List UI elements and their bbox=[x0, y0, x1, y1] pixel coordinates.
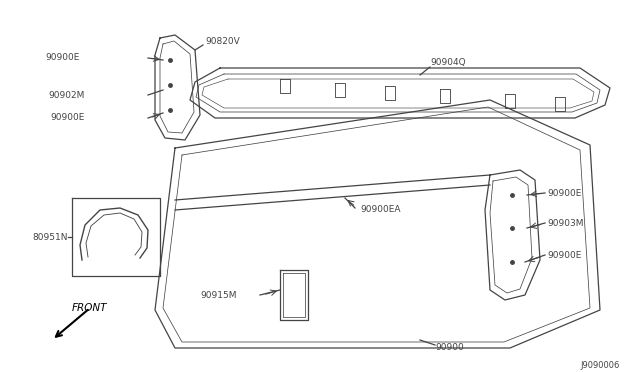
Text: 90902M: 90902M bbox=[49, 90, 85, 99]
Text: 90904Q: 90904Q bbox=[430, 58, 466, 67]
Text: 90900E: 90900E bbox=[45, 54, 80, 62]
Text: 90900EA: 90900EA bbox=[360, 205, 401, 215]
Text: 90915M: 90915M bbox=[200, 291, 237, 299]
Text: J9090006: J9090006 bbox=[580, 360, 620, 369]
Text: 90900E: 90900E bbox=[547, 250, 581, 260]
Text: 90900E: 90900E bbox=[547, 189, 581, 198]
Text: 90900: 90900 bbox=[435, 343, 464, 353]
Text: 90900E: 90900E bbox=[51, 113, 85, 122]
Text: 90903M: 90903M bbox=[547, 218, 584, 228]
Text: 90820V: 90820V bbox=[205, 38, 240, 46]
Text: FRONT: FRONT bbox=[72, 303, 108, 313]
Text: 80951N: 80951N bbox=[33, 232, 68, 241]
